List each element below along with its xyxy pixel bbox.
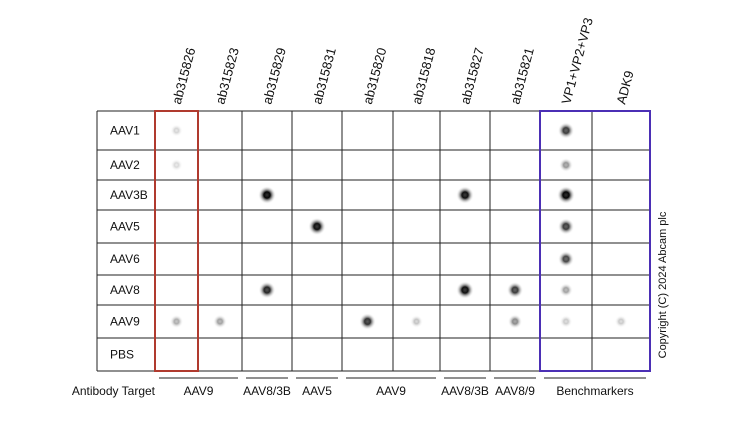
column-label: ab315820	[360, 46, 389, 106]
column-label: ab315821	[507, 46, 536, 106]
highlight-boxes	[154, 110, 651, 372]
blot-dot	[559, 283, 573, 297]
group-label: AAV8/9	[495, 384, 535, 398]
blot-dot	[410, 315, 423, 328]
blot-dot	[614, 315, 628, 328]
column-label: ab315831	[309, 46, 338, 106]
highlight-box-red	[154, 110, 199, 372]
blot-dot	[169, 314, 184, 329]
blot-dot	[557, 122, 575, 139]
blot-dot	[506, 281, 524, 299]
row-label: PBS	[110, 348, 134, 362]
row-label: AAV2	[110, 158, 140, 172]
blot-dot	[258, 281, 276, 299]
row-label: AAV8	[110, 283, 140, 297]
blot-dot	[359, 313, 376, 330]
column-label: ab315827	[457, 46, 486, 106]
column-label: ab315823	[212, 46, 241, 106]
blot-dot	[456, 186, 474, 204]
blot-dot	[557, 250, 575, 268]
column-label: ab315829	[259, 46, 288, 106]
row-label: AAV1	[110, 124, 140, 138]
blot-dot	[557, 186, 575, 204]
antibody-target-groups: Antibody Target AAV9 AAV8/3B AAV5 AAV9 AAV8/…	[72, 377, 646, 398]
group-label: AAV9	[184, 384, 214, 398]
blot-dot	[558, 157, 574, 173]
row-label: AAV3B	[110, 188, 148, 202]
blot-dot	[507, 314, 523, 329]
column-label: ab315818	[409, 46, 438, 106]
blot-dot	[170, 124, 183, 137]
group-label: Benchmarkers	[556, 384, 633, 398]
column-label: VP1+VP2+VP3	[558, 16, 595, 106]
blot-dot	[456, 281, 474, 299]
blot-dot	[213, 314, 227, 329]
blot-dot	[258, 186, 276, 204]
blot-grid	[96, 110, 651, 372]
blot-dots	[169, 122, 628, 330]
blot-dot	[170, 158, 183, 172]
group-label: AAV5	[302, 384, 332, 398]
column-labels: ab315826 ab315823 ab315829 ab315831 ab315820…	[169, 16, 637, 106]
blot-dot	[559, 315, 573, 328]
highlight-box-blue	[539, 110, 651, 372]
column-label: ab315826	[169, 46, 198, 106]
copyright-text: Copyright (C) 2024 Abcam plc	[657, 211, 669, 358]
group-label: AAV9	[376, 384, 406, 398]
blot-dot	[557, 218, 575, 235]
group-label: AAV8/3B	[441, 384, 489, 398]
row-label: AAV6	[110, 252, 140, 266]
blot-dot	[308, 217, 326, 236]
antibody-target-label: Antibody Target	[72, 384, 156, 398]
row-label: AAV9	[110, 315, 140, 329]
group-label: AAV8/3B	[243, 384, 291, 398]
row-label: AAV5	[110, 220, 140, 234]
column-label: ADK9	[613, 69, 636, 106]
row-labels: AAV1 AAV2 AAV3B AAV5 AAV6 AAV8 AAV9 PBS	[110, 124, 148, 362]
